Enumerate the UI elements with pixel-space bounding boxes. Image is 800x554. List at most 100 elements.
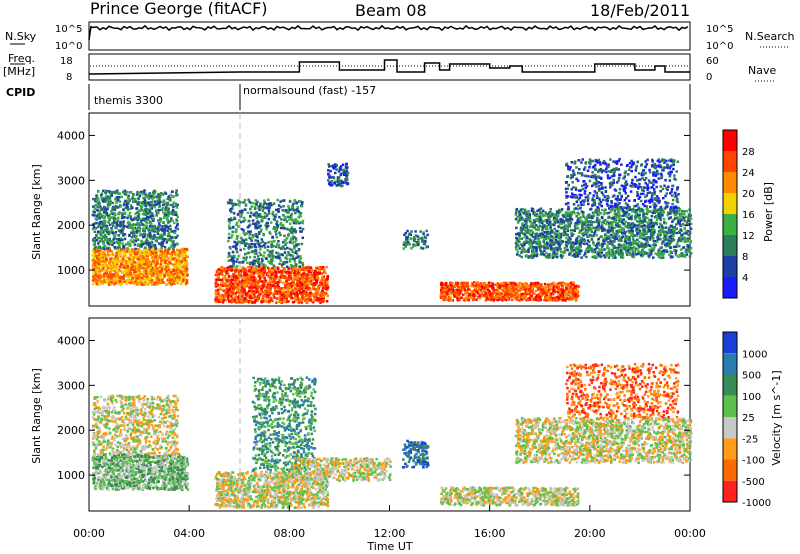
data-cell xyxy=(97,254,100,258)
data-cell xyxy=(160,249,163,253)
data-cell xyxy=(154,190,157,193)
data-cell xyxy=(170,283,173,286)
data-cell xyxy=(145,242,148,245)
data-cell xyxy=(141,223,144,226)
data-cell xyxy=(569,291,572,294)
data-cell xyxy=(246,261,249,264)
data-cell xyxy=(241,269,244,273)
data-cell xyxy=(135,234,138,238)
data-cell xyxy=(167,203,170,206)
data-cell xyxy=(241,279,244,282)
data-cell xyxy=(176,193,179,197)
data-cell xyxy=(93,237,96,240)
data-cell xyxy=(96,205,99,209)
data-cell xyxy=(266,249,269,252)
data-cell xyxy=(287,205,290,208)
data-cell xyxy=(161,261,165,264)
data-cell xyxy=(337,176,341,179)
data-cell xyxy=(232,264,236,268)
data-cell xyxy=(247,251,251,255)
data-cell xyxy=(116,241,119,244)
data-cell xyxy=(114,241,118,244)
data-cell xyxy=(180,247,183,251)
data-cell xyxy=(149,265,153,268)
data-cell xyxy=(103,222,107,225)
data-cell xyxy=(515,296,518,300)
data-cell xyxy=(176,278,179,281)
data-cell xyxy=(297,272,301,275)
data-cell xyxy=(148,251,151,254)
data-cell xyxy=(289,291,293,294)
data-cell xyxy=(125,205,129,208)
data-cell xyxy=(266,206,269,210)
data-cell xyxy=(138,229,141,233)
data-cell xyxy=(281,295,285,298)
data-cell xyxy=(447,288,451,291)
data-cell xyxy=(134,223,138,226)
data-cell xyxy=(251,282,255,286)
data-cell xyxy=(130,268,133,271)
data-cell xyxy=(274,292,277,295)
data-cell xyxy=(298,265,302,268)
data-cell xyxy=(241,292,244,295)
data-cell xyxy=(561,295,564,298)
data-cell xyxy=(248,295,252,298)
data-cell xyxy=(97,262,101,266)
data-cell xyxy=(237,225,241,228)
data-cell xyxy=(123,233,127,236)
data-cell xyxy=(321,289,324,292)
data-cell xyxy=(574,293,578,296)
data-cell xyxy=(131,265,134,269)
data-cell xyxy=(95,196,99,199)
data-cell xyxy=(508,281,512,284)
data-cell xyxy=(299,226,302,230)
data-cell xyxy=(424,236,427,240)
data-cell xyxy=(284,209,287,212)
data-cell xyxy=(462,281,466,285)
data-cell xyxy=(156,262,159,265)
data-cell xyxy=(154,249,158,252)
data-cell xyxy=(126,274,130,277)
data-cell xyxy=(424,240,427,243)
data-cell xyxy=(104,191,108,195)
data-cell xyxy=(103,275,107,279)
data-cell xyxy=(117,234,120,237)
data-cell xyxy=(227,236,231,240)
data-cell xyxy=(106,247,109,250)
data-cell xyxy=(323,281,326,285)
data-cell xyxy=(251,236,255,239)
data-cell xyxy=(169,252,173,255)
data-cell xyxy=(324,283,328,286)
data-cell xyxy=(338,183,341,186)
data-cell xyxy=(544,296,547,299)
data-cell xyxy=(260,228,263,231)
data-cell xyxy=(405,238,408,241)
data-cell xyxy=(281,269,284,272)
data-cell xyxy=(96,216,99,220)
data-cell xyxy=(142,229,145,232)
data-cell xyxy=(159,228,163,231)
data-cell xyxy=(119,205,123,208)
data-cell xyxy=(289,273,293,276)
data-cell xyxy=(256,200,259,204)
data-cell xyxy=(113,235,117,239)
data-cell xyxy=(150,223,153,226)
data-cell xyxy=(232,259,235,263)
data-cell xyxy=(298,278,301,281)
data-cell xyxy=(235,260,238,263)
data-cell xyxy=(283,234,286,238)
data-cell xyxy=(224,284,228,287)
data-cell xyxy=(257,232,261,235)
data-cell xyxy=(176,242,179,246)
data-cell xyxy=(264,285,267,289)
data-cell xyxy=(490,292,493,295)
data-cell xyxy=(294,297,298,300)
data-cell xyxy=(115,206,118,209)
data-cell xyxy=(145,278,149,281)
data-cell xyxy=(124,272,127,275)
data-cell xyxy=(276,266,280,270)
data-cell xyxy=(128,250,131,253)
data-cell xyxy=(280,274,283,277)
data-cell xyxy=(137,201,140,204)
data-cell xyxy=(127,220,130,224)
